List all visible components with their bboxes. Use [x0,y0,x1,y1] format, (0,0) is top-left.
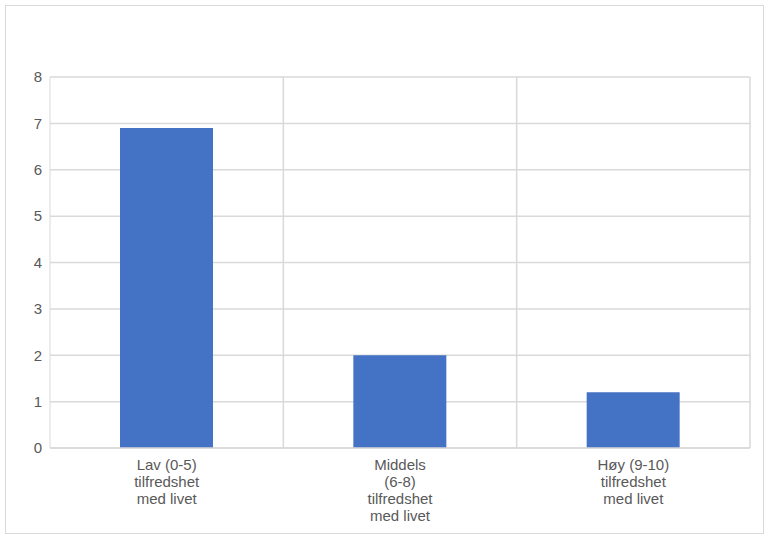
svg-text:1: 1 [34,393,42,410]
svg-text:Middels(6-8)tilfredshetmed liv: Middels(6-8)tilfredshetmed livet [367,456,433,524]
svg-text:5: 5 [34,207,42,224]
svg-text:2: 2 [34,347,42,364]
svg-text:Lav (0-5)tilfredshetmed livet: Lav (0-5)tilfredshetmed livet [134,456,200,507]
svg-text:Høy (9-10)tilfredshetmed livet: Høy (9-10)tilfredshetmed livet [597,456,669,507]
svg-text:4: 4 [34,254,42,271]
svg-text:0: 0 [34,439,42,456]
svg-text:7: 7 [34,115,42,132]
svg-text:6: 6 [34,161,42,178]
svg-text:3: 3 [34,300,42,317]
svg-text:8: 8 [34,68,42,85]
